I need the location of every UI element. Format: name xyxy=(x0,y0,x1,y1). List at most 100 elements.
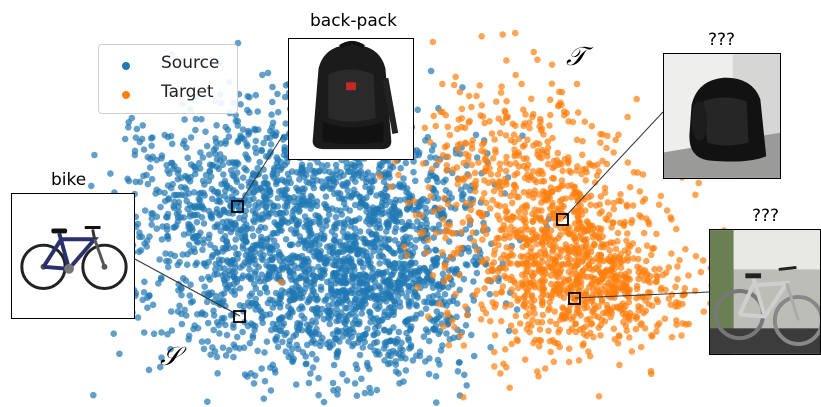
target-point xyxy=(503,57,510,64)
source-point xyxy=(218,256,226,264)
target-point xyxy=(486,164,493,172)
target-point xyxy=(655,201,663,208)
target-point xyxy=(444,123,452,131)
target-point xyxy=(457,332,464,339)
target-point xyxy=(512,71,519,79)
target-point xyxy=(496,179,504,186)
source-point xyxy=(204,338,212,345)
source-point xyxy=(295,325,303,333)
source-point xyxy=(292,381,300,388)
target-point xyxy=(423,249,430,256)
source-point xyxy=(293,221,301,229)
target-point xyxy=(479,141,486,148)
source-point xyxy=(311,167,319,175)
source-point xyxy=(317,286,325,294)
target-point xyxy=(539,188,547,195)
source-point xyxy=(273,333,281,341)
target-point xyxy=(584,304,591,311)
source-point xyxy=(236,205,243,213)
target-point xyxy=(558,177,566,184)
target-point xyxy=(587,201,594,209)
source-point xyxy=(353,275,361,282)
target-point xyxy=(588,122,596,130)
source-point xyxy=(350,172,358,180)
source-point xyxy=(464,261,471,269)
source-point xyxy=(325,206,332,213)
target-point xyxy=(577,202,584,209)
source-point xyxy=(410,168,417,176)
source-point xyxy=(411,289,419,297)
source-point xyxy=(164,331,171,338)
source-point xyxy=(453,313,460,321)
source-point xyxy=(88,182,95,190)
source-point xyxy=(125,177,133,185)
source-point xyxy=(309,266,317,273)
source-point xyxy=(178,310,185,318)
target-point xyxy=(429,38,437,46)
target-point xyxy=(654,322,661,329)
source-point xyxy=(381,357,388,364)
source-point xyxy=(373,338,381,346)
source-point xyxy=(330,361,338,369)
target-point xyxy=(536,343,543,350)
source-point xyxy=(324,217,331,224)
source-point xyxy=(395,370,402,377)
source-point xyxy=(333,353,341,361)
target-point xyxy=(454,180,462,188)
source-point xyxy=(350,186,358,194)
target-point xyxy=(570,208,578,216)
source-point xyxy=(258,216,266,223)
source-point xyxy=(217,227,224,235)
source-point xyxy=(308,292,315,299)
source-point xyxy=(234,122,242,129)
source-point xyxy=(198,115,205,123)
target-point xyxy=(574,189,582,196)
source-point xyxy=(390,297,398,305)
target-point xyxy=(496,202,503,210)
source-point xyxy=(215,165,222,173)
target-backpack-sample-marker xyxy=(556,213,569,226)
sample-markers xyxy=(231,200,581,323)
backpack-caption: back-pack xyxy=(310,11,397,31)
target-backpack-connector xyxy=(562,111,664,220)
target-point xyxy=(582,288,590,295)
target-point xyxy=(523,204,531,211)
source-point xyxy=(465,248,473,255)
target-point xyxy=(610,205,618,213)
source-point xyxy=(144,304,151,312)
target-point xyxy=(479,236,486,243)
target-point xyxy=(579,342,587,349)
target-point xyxy=(523,226,531,233)
target-point xyxy=(530,110,537,118)
source-point xyxy=(308,305,316,313)
target-point xyxy=(626,183,634,191)
source-point xyxy=(446,336,454,343)
source-point xyxy=(148,221,155,228)
source-point xyxy=(169,180,176,188)
source-point xyxy=(434,291,441,299)
source-point xyxy=(296,286,304,294)
target-point xyxy=(604,199,612,206)
source-point xyxy=(301,260,309,267)
target-point xyxy=(616,219,624,227)
target-point xyxy=(536,336,543,344)
target-point xyxy=(556,215,564,223)
source-point xyxy=(213,205,221,213)
source-point xyxy=(204,319,212,327)
source-point xyxy=(264,69,272,77)
target-point xyxy=(471,169,479,177)
source-point xyxy=(259,256,267,264)
target-point xyxy=(547,348,554,356)
source-point xyxy=(168,140,176,148)
target-point xyxy=(546,298,553,306)
target-point xyxy=(492,149,499,156)
source-point xyxy=(248,290,256,297)
source-point xyxy=(245,129,253,136)
source-point xyxy=(357,193,364,201)
source-point xyxy=(260,193,268,200)
target-point xyxy=(549,199,556,207)
target-point xyxy=(553,156,561,164)
target-point xyxy=(449,166,457,173)
source-point xyxy=(314,212,322,220)
source-point xyxy=(306,227,314,234)
